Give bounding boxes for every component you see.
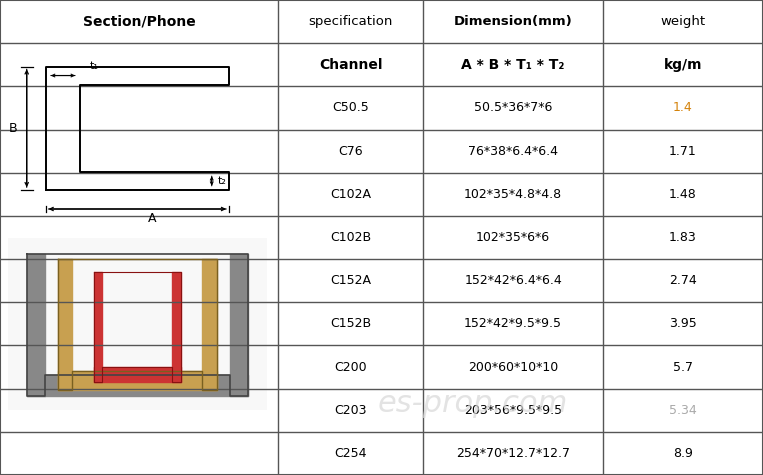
Text: 76*38*6.4*6.4: 76*38*6.4*6.4 <box>468 144 558 158</box>
Bar <box>8 238 267 410</box>
Text: C102B: C102B <box>330 231 372 244</box>
Text: weight: weight <box>660 15 706 28</box>
Text: C254: C254 <box>335 447 367 460</box>
Text: t₂: t₂ <box>218 176 227 186</box>
Text: C152A: C152A <box>330 274 372 287</box>
Text: C203: C203 <box>335 404 367 417</box>
Text: A * B * T₁ * T₂: A * B * T₁ * T₂ <box>462 58 565 72</box>
Text: 2.74: 2.74 <box>669 274 697 287</box>
Text: C152B: C152B <box>330 317 372 331</box>
Text: 102*35*4.8*4.8: 102*35*4.8*4.8 <box>464 188 562 201</box>
Text: kg/m: kg/m <box>664 58 702 72</box>
Text: 5.34: 5.34 <box>669 404 697 417</box>
Text: 1.48: 1.48 <box>669 188 697 201</box>
Text: 1.71: 1.71 <box>669 144 697 158</box>
Text: 152*42*6.4*6.4: 152*42*6.4*6.4 <box>464 274 562 287</box>
Text: 50.5*36*7*6: 50.5*36*7*6 <box>474 102 552 114</box>
Text: 8.9: 8.9 <box>673 447 693 460</box>
Text: 254*70*12.7*12.7: 254*70*12.7*12.7 <box>456 447 570 460</box>
Text: 203*56*9.5*9.5: 203*56*9.5*9.5 <box>464 404 562 417</box>
Text: specification: specification <box>309 15 393 28</box>
Text: C200: C200 <box>335 361 367 373</box>
Text: B: B <box>8 122 18 135</box>
Text: Section/Phone: Section/Phone <box>83 15 195 28</box>
Text: 102*35*6*6: 102*35*6*6 <box>476 231 550 244</box>
Text: A: A <box>148 212 157 225</box>
Text: C102A: C102A <box>330 188 372 201</box>
Text: Dimension(mm): Dimension(mm) <box>454 15 572 28</box>
Text: 152*42*9.5*9.5: 152*42*9.5*9.5 <box>464 317 562 331</box>
Text: es-prop.com: es-prop.com <box>378 389 568 418</box>
Text: 3.95: 3.95 <box>669 317 697 331</box>
Text: 1.83: 1.83 <box>669 231 697 244</box>
Text: 1.4: 1.4 <box>673 102 693 114</box>
Text: Channel: Channel <box>319 58 383 72</box>
Text: t₁: t₁ <box>89 61 98 71</box>
Text: 200*60*10*10: 200*60*10*10 <box>468 361 559 373</box>
Text: C76: C76 <box>339 144 363 158</box>
Text: 5.7: 5.7 <box>673 361 693 373</box>
Text: C50.5: C50.5 <box>333 102 369 114</box>
